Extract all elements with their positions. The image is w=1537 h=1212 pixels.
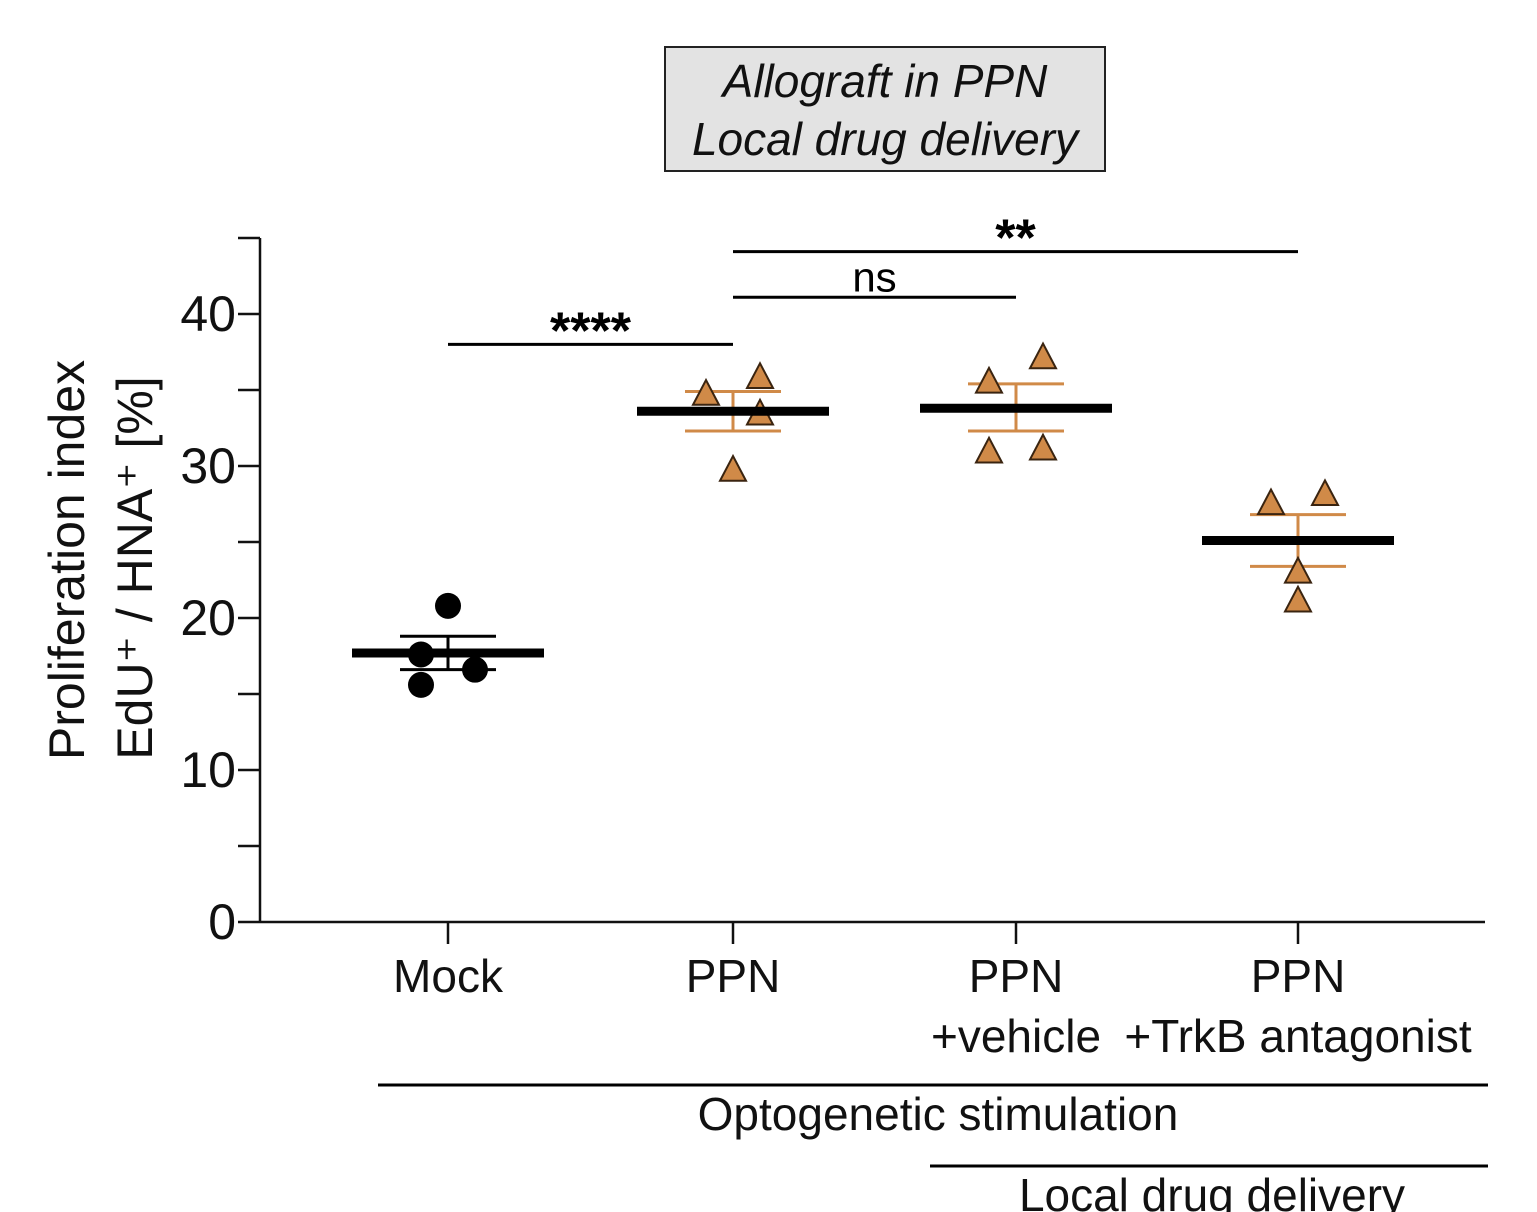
condition-label: Optogenetic stimulation [698, 1088, 1179, 1140]
data-point [974, 435, 1004, 464]
y-tick-label: 0 [208, 894, 236, 950]
condition-label: Local drug delivery [1019, 1169, 1405, 1212]
significance-label: ** [995, 210, 1036, 268]
data-point [1028, 341, 1058, 370]
data-point [1256, 487, 1286, 516]
title-line-1: Allograft in PPN [722, 55, 1048, 107]
data-point [718, 453, 748, 482]
x-tick-label: PPN [686, 950, 781, 1002]
y-tick-label: 20 [180, 590, 236, 646]
significance-bars: **** ns ** [448, 210, 1298, 360]
x-tick-label: +vehicle [931, 1010, 1101, 1062]
condition-bars: Optogenetic stimulation Local drug delive… [378, 1083, 1488, 1212]
data-point [745, 361, 775, 390]
title-line-2: Local drug delivery [691, 113, 1079, 165]
y-tick-label: 30 [180, 438, 236, 494]
chart-title-box: Allograft in PPN Local drug delivery [664, 46, 1106, 172]
x-tick-label: Mock [393, 950, 504, 1002]
x-tick-label: PPN [1251, 950, 1346, 1002]
y-axis-label-group: Proliferation index EdU⁺ / HNA⁺ [%] [39, 360, 163, 760]
significance-label: **** [550, 302, 632, 360]
data-point [408, 671, 434, 698]
y-axis-label-line-2: EdU⁺ / HNA⁺ [%] [107, 376, 163, 759]
data-point [1283, 584, 1313, 613]
data-point [1283, 555, 1313, 584]
y-tick-label: 40 [180, 286, 236, 342]
significance-label: ns [852, 253, 896, 300]
y-axis-label-line-1: Proliferation index [39, 360, 95, 760]
data-point [691, 377, 721, 406]
axes: 0 10 20 30 40 Mock PPN PPN +vehicle PPN +TrkB anta… [180, 236, 1485, 1062]
x-tick-label: +TrkB antagonist [1124, 1010, 1472, 1062]
data-point [462, 656, 488, 683]
data-point [974, 365, 1004, 394]
data-point [1028, 432, 1058, 461]
data-point [1310, 478, 1340, 507]
data-point [435, 592, 461, 619]
y-tick-label: 10 [180, 742, 236, 798]
x-tick-label: PPN [969, 950, 1064, 1002]
chart-marks [352, 341, 1394, 698]
